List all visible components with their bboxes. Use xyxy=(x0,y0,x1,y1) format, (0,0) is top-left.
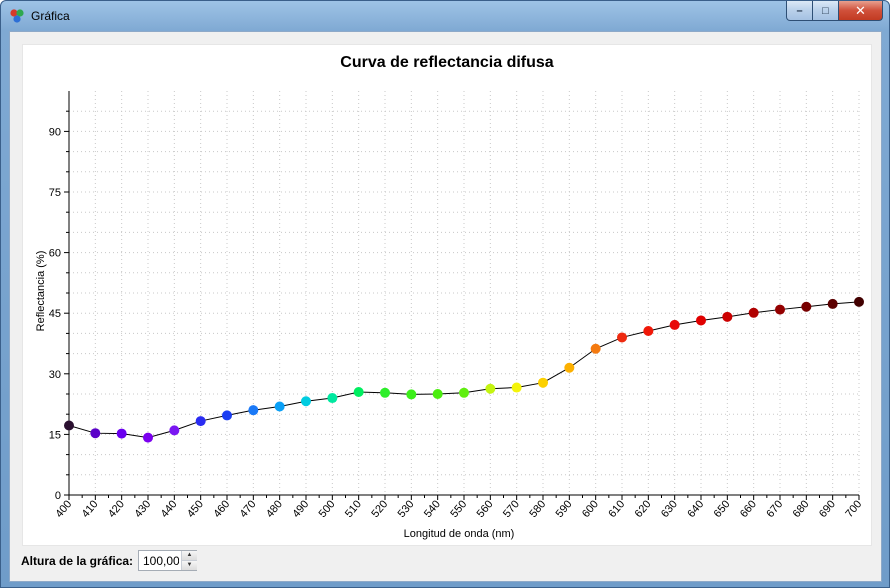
spin-down-icon[interactable]: ▼ xyxy=(181,560,197,570)
x-axis-label: Longitud de onda (nm) xyxy=(404,528,515,540)
data-point xyxy=(511,382,522,393)
chart-height-spinbox[interactable]: ▲ ▼ xyxy=(138,550,197,571)
x-tick-label: 500 xyxy=(317,498,338,520)
grid xyxy=(69,91,860,495)
data-point xyxy=(327,393,338,404)
y-tick-label: 30 xyxy=(49,369,61,381)
data-point xyxy=(643,325,654,336)
y-tick-label: 60 xyxy=(49,248,61,260)
client-area: Curva de reflectancia difusa Longitud de… xyxy=(9,31,882,582)
x-tick-label: 490 xyxy=(290,498,311,520)
x-tick-label: 470 xyxy=(238,498,259,520)
data-point xyxy=(116,428,127,439)
data-point xyxy=(748,307,759,318)
data-point xyxy=(564,362,575,373)
data-point xyxy=(590,343,601,354)
data-point xyxy=(854,296,864,307)
data-point xyxy=(485,383,496,394)
y-tick-label: 15 xyxy=(49,429,61,441)
data-point xyxy=(64,420,74,431)
data-point xyxy=(90,428,101,439)
data-point xyxy=(801,301,812,312)
data-point xyxy=(775,304,785,315)
x-tick-label: 530 xyxy=(396,498,417,520)
y-tick-label: 45 xyxy=(49,308,61,320)
maximize-button[interactable]: □ xyxy=(813,1,839,21)
app-icon xyxy=(10,9,24,23)
data-point xyxy=(459,387,469,398)
data-point xyxy=(301,396,311,407)
x-tick-label: 520 xyxy=(369,498,390,520)
reflectance-chart: Curva de reflectancia difusa Longitud de… xyxy=(35,54,864,540)
data-point xyxy=(353,386,364,397)
x-tick-label: 590 xyxy=(554,498,575,520)
chart-area: Curva de reflectancia difusa Longitud de… xyxy=(22,44,872,546)
data-point xyxy=(432,389,443,399)
y-axis-label: Reflectancia (%) xyxy=(35,251,47,332)
y-tick-label: 90 xyxy=(49,126,61,138)
x-tick-label: 650 xyxy=(712,498,733,520)
x-tick-label: 600 xyxy=(580,498,601,520)
data-point xyxy=(195,416,206,427)
x-tick-label: 450 xyxy=(185,498,206,520)
data-point xyxy=(274,401,285,412)
data-point xyxy=(827,298,838,309)
data-point xyxy=(617,332,627,343)
data-point xyxy=(696,315,706,326)
x-tick-label: 420 xyxy=(106,498,127,520)
x-tick-label: 630 xyxy=(659,498,680,520)
y-tick-label: 0 xyxy=(55,490,61,502)
chart-title: Curva de reflectancia difusa xyxy=(340,54,554,71)
x-tick-label: 690 xyxy=(817,498,838,520)
x-tick-label: 560 xyxy=(475,498,496,520)
maximize-icon: □ xyxy=(822,4,829,17)
x-tick-label: 540 xyxy=(422,498,443,520)
series-line xyxy=(68,301,860,439)
chart-height-label: Altura de la gráfica: xyxy=(21,554,134,568)
data-point xyxy=(406,389,417,400)
x-tick-label: 700 xyxy=(843,498,864,520)
x-tick-label: 620 xyxy=(633,498,654,520)
data-point xyxy=(538,377,548,388)
x-tick-label: 430 xyxy=(132,498,153,520)
data-point xyxy=(380,387,390,398)
x-tick-label: 680 xyxy=(791,498,812,520)
x-tick-label: 510 xyxy=(343,498,364,520)
x-tick-label: 580 xyxy=(527,498,548,520)
x-tick-label: 440 xyxy=(159,498,180,520)
data-point xyxy=(722,311,733,322)
y-tick-label: 75 xyxy=(49,187,61,199)
title-bar[interactable]: Gráfica – □ ✕ xyxy=(1,1,889,31)
chart-height-input[interactable] xyxy=(139,551,179,570)
x-tick-label: 480 xyxy=(264,498,285,520)
x-tick-label: 640 xyxy=(685,498,706,520)
window-title: Gráfica xyxy=(31,9,70,23)
x-tick-label: 660 xyxy=(738,498,759,520)
close-button[interactable]: ✕ xyxy=(839,1,883,21)
x-tick-label: 670 xyxy=(764,498,785,520)
minimize-button[interactable]: – xyxy=(786,1,813,21)
data-series xyxy=(64,296,864,443)
minimize-icon: – xyxy=(796,4,803,17)
data-point xyxy=(669,319,680,330)
data-point xyxy=(222,410,232,421)
spin-up-icon[interactable]: ▲ xyxy=(181,551,197,560)
data-point xyxy=(248,405,259,416)
data-point xyxy=(143,432,153,443)
data-point xyxy=(169,425,180,436)
x-tick-label: 460 xyxy=(211,498,232,520)
x-tick-label: 410 xyxy=(80,498,101,520)
close-icon: ✕ xyxy=(855,2,866,18)
x-tick-label: 610 xyxy=(606,498,627,520)
x-tick-label: 570 xyxy=(501,498,522,520)
x-tick-label: 550 xyxy=(448,498,469,520)
